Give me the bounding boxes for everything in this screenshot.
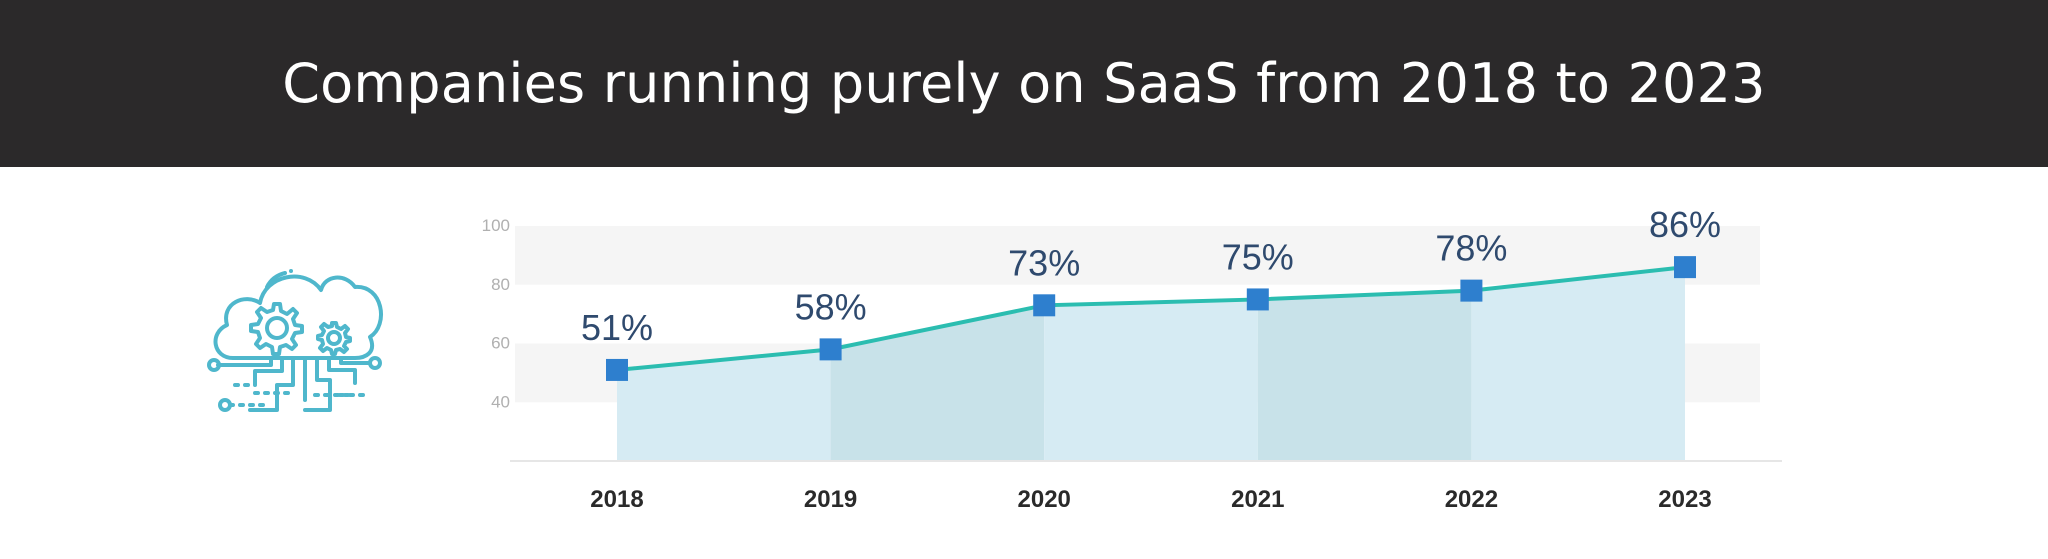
chart-area: 100 80 60 40 51% 2018 58% 2019 73% 2020 75% 2021 78%… [0,167,2048,554]
data-label-2020: 73% [1008,242,1080,283]
area-segment-2022 [1471,267,1685,461]
area-segment-2019 [830,305,1045,461]
y-tick-label: 80 [491,275,510,294]
area-segment-2018 [617,349,831,461]
x-tick-label-2023: 2023 [1658,486,1711,513]
data-point-2023 [1674,256,1696,279]
y-tick-label: 40 [491,392,510,411]
title-banner: Companies running purely on SaaS from 20… [0,0,2048,167]
x-tick-label-2021: 2021 [1231,486,1284,513]
area-segment-2020 [1044,299,1258,461]
x-tick-label-2019: 2019 [804,486,857,513]
data-label-2023: 86% [1649,204,1721,245]
y-tick-label: 100 [482,216,510,235]
chart-title: Companies running purely on SaaS from 20… [282,52,1766,115]
series-line [616,265,1686,372]
area-chart: 100 80 60 40 51% 2018 58% 2019 73% 2020 75% 2021 78%… [482,204,1782,513]
data-point-2018 [606,358,628,381]
grid-band-100-80 [515,226,1760,285]
cloud-gears-circuit-icon [205,245,385,425]
data-point-2021 [1246,288,1269,311]
data-label-2019: 58% [795,286,867,327]
data-point-2022 [1460,279,1483,302]
data-label-2022: 78% [1435,228,1507,269]
data-label-2021: 75% [1222,236,1294,277]
area-segment-2021 [1257,290,1472,461]
data-point-2019 [819,338,842,361]
x-tick-label-2018: 2018 [590,486,643,513]
x-tick-label-2020: 2020 [1018,486,1071,513]
x-tick-label-2022: 2022 [1445,486,1498,513]
data-point-2020 [1033,294,1056,317]
data-label-2018: 51% [581,307,653,348]
y-tick-label: 60 [491,334,510,353]
